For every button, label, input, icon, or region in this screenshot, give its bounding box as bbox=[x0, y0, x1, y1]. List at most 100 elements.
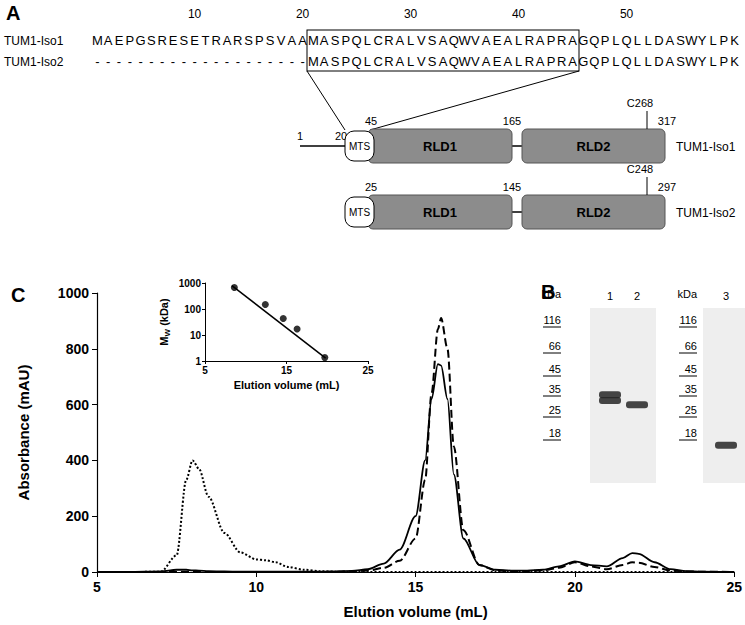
svg-text:A: A bbox=[287, 33, 296, 48]
svg-text:30: 30 bbox=[404, 7, 418, 21]
svg-text:L: L bbox=[515, 33, 522, 48]
svg-text:V: V bbox=[277, 33, 286, 48]
svg-text:25: 25 bbox=[362, 365, 374, 376]
svg-text:1: 1 bbox=[607, 290, 613, 302]
svg-text:S: S bbox=[179, 33, 188, 48]
svg-text:K: K bbox=[730, 54, 739, 69]
svg-text:A: A bbox=[298, 33, 307, 48]
svg-text:L: L bbox=[612, 54, 619, 69]
svg-text:10: 10 bbox=[190, 330, 202, 341]
svg-text:116: 116 bbox=[679, 314, 697, 326]
svg-text:C: C bbox=[374, 33, 383, 48]
svg-text:A: A bbox=[536, 54, 545, 69]
svg-text:W: W bbox=[685, 33, 698, 48]
svg-text:W: W bbox=[458, 33, 471, 48]
svg-text:R: R bbox=[212, 33, 221, 48]
svg-text:-: - bbox=[106, 54, 110, 69]
svg-text:-: - bbox=[214, 54, 218, 69]
svg-text:A: A bbox=[568, 54, 577, 69]
svg-text:A: A bbox=[104, 33, 113, 48]
svg-text:P: P bbox=[255, 33, 264, 48]
svg-text:50: 50 bbox=[620, 7, 634, 21]
svg-text:-: - bbox=[171, 54, 175, 69]
svg-text:P: P bbox=[125, 33, 134, 48]
svg-text:L: L bbox=[407, 33, 414, 48]
svg-text:600: 600 bbox=[66, 397, 90, 413]
svg-text:E: E bbox=[493, 54, 502, 69]
svg-text:K: K bbox=[730, 33, 739, 48]
svg-text:D: D bbox=[654, 54, 663, 69]
svg-text:E: E bbox=[169, 33, 178, 48]
svg-text:L: L bbox=[515, 54, 522, 69]
svg-text:L: L bbox=[612, 33, 619, 48]
svg-text:P: P bbox=[341, 33, 350, 48]
svg-text:A: A bbox=[395, 54, 404, 69]
svg-text:Y: Y bbox=[698, 54, 707, 69]
svg-text:TUM1-Iso2: TUM1-Iso2 bbox=[676, 206, 736, 220]
svg-text:1000: 1000 bbox=[179, 278, 202, 289]
svg-text:P: P bbox=[341, 54, 350, 69]
svg-text:2: 2 bbox=[634, 290, 640, 302]
svg-text:1000: 1000 bbox=[58, 285, 89, 301]
svg-text:S: S bbox=[428, 33, 437, 48]
svg-text:Q: Q bbox=[449, 33, 459, 48]
svg-text:A: A bbox=[6, 2, 20, 24]
svg-text:T: T bbox=[201, 33, 209, 48]
svg-text:R: R bbox=[557, 33, 566, 48]
svg-text:18: 18 bbox=[549, 427, 561, 439]
svg-text:45: 45 bbox=[365, 115, 377, 127]
svg-text:-: - bbox=[246, 54, 250, 69]
svg-text:20: 20 bbox=[296, 7, 310, 21]
svg-text:100: 100 bbox=[184, 304, 201, 315]
svg-text:RLD2: RLD2 bbox=[577, 205, 611, 220]
svg-text:0: 0 bbox=[81, 564, 89, 580]
svg-text:116: 116 bbox=[543, 314, 561, 326]
svg-text:A: A bbox=[482, 54, 491, 69]
svg-text:S: S bbox=[331, 33, 340, 48]
svg-text:A: A bbox=[665, 33, 674, 48]
svg-text:RLD1: RLD1 bbox=[423, 139, 457, 154]
svg-text:25: 25 bbox=[549, 404, 561, 416]
svg-text:297: 297 bbox=[658, 181, 676, 193]
svg-text:R: R bbox=[233, 33, 242, 48]
svg-text:-: - bbox=[236, 54, 240, 69]
svg-text:R: R bbox=[525, 54, 534, 69]
svg-text:Elution volume (mL): Elution volume (mL) bbox=[344, 603, 488, 620]
svg-text:G: G bbox=[578, 54, 588, 69]
svg-text:TUM1-Iso1: TUM1-Iso1 bbox=[4, 34, 64, 48]
svg-text:A: A bbox=[503, 54, 512, 69]
svg-text:C: C bbox=[374, 54, 383, 69]
svg-text:Q: Q bbox=[449, 54, 459, 69]
svg-text:Q: Q bbox=[622, 33, 632, 48]
svg-text:M: M bbox=[308, 54, 319, 69]
svg-text:35: 35 bbox=[549, 383, 561, 395]
svg-text:S: S bbox=[428, 54, 437, 69]
svg-text:V: V bbox=[417, 33, 426, 48]
svg-text:B: B bbox=[541, 281, 555, 303]
svg-text:MTS: MTS bbox=[349, 141, 370, 152]
svg-text:W: W bbox=[458, 54, 471, 69]
svg-text:C: C bbox=[11, 284, 25, 306]
svg-text:Y: Y bbox=[698, 33, 707, 48]
svg-text:TUM1-Iso2: TUM1-Iso2 bbox=[4, 55, 64, 69]
svg-text:20: 20 bbox=[335, 130, 347, 142]
svg-text:145: 145 bbox=[503, 181, 521, 193]
svg-text:40: 40 bbox=[512, 7, 526, 21]
svg-text:-: - bbox=[279, 54, 283, 69]
svg-text:TUM1-Iso1: TUM1-Iso1 bbox=[676, 140, 736, 154]
svg-text:S: S bbox=[676, 33, 685, 48]
svg-text:A: A bbox=[482, 33, 491, 48]
svg-text:45: 45 bbox=[549, 363, 561, 375]
svg-text:25: 25 bbox=[726, 579, 742, 595]
svg-text:18: 18 bbox=[685, 427, 697, 439]
svg-text:A: A bbox=[320, 33, 329, 48]
svg-text:Elution volume (mL): Elution volume (mL) bbox=[234, 379, 340, 391]
svg-text:45: 45 bbox=[685, 363, 697, 375]
svg-text:R: R bbox=[384, 54, 393, 69]
svg-text:P: P bbox=[547, 54, 556, 69]
svg-text:800: 800 bbox=[66, 341, 90, 357]
svg-text:1: 1 bbox=[195, 356, 201, 367]
svg-text:20: 20 bbox=[567, 579, 583, 595]
svg-text:-: - bbox=[182, 54, 186, 69]
svg-text:66: 66 bbox=[685, 340, 697, 352]
